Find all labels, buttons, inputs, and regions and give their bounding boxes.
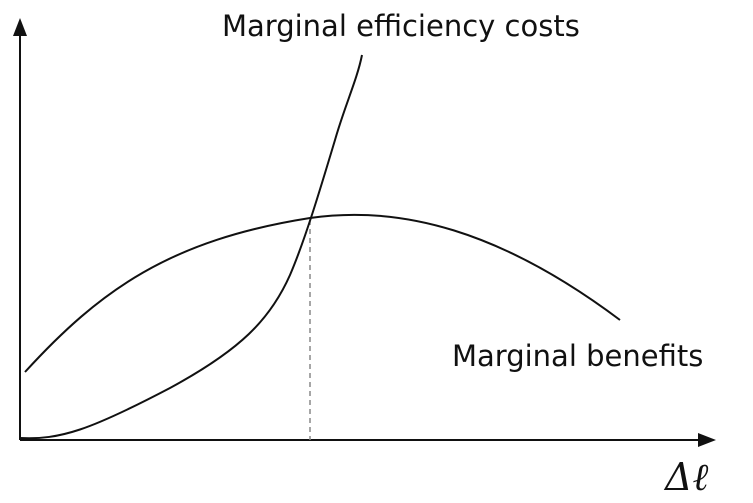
y-axis-arrow [13,18,27,36]
cost-label: Marginal efficiency costs [222,9,580,43]
x-axis-arrow [698,433,716,447]
benefit-curve [24,213,621,373]
cost-curve [19,54,363,440]
x-axis-label: Δℓ [663,455,708,499]
benefit-label: Marginal benefits [452,339,703,373]
